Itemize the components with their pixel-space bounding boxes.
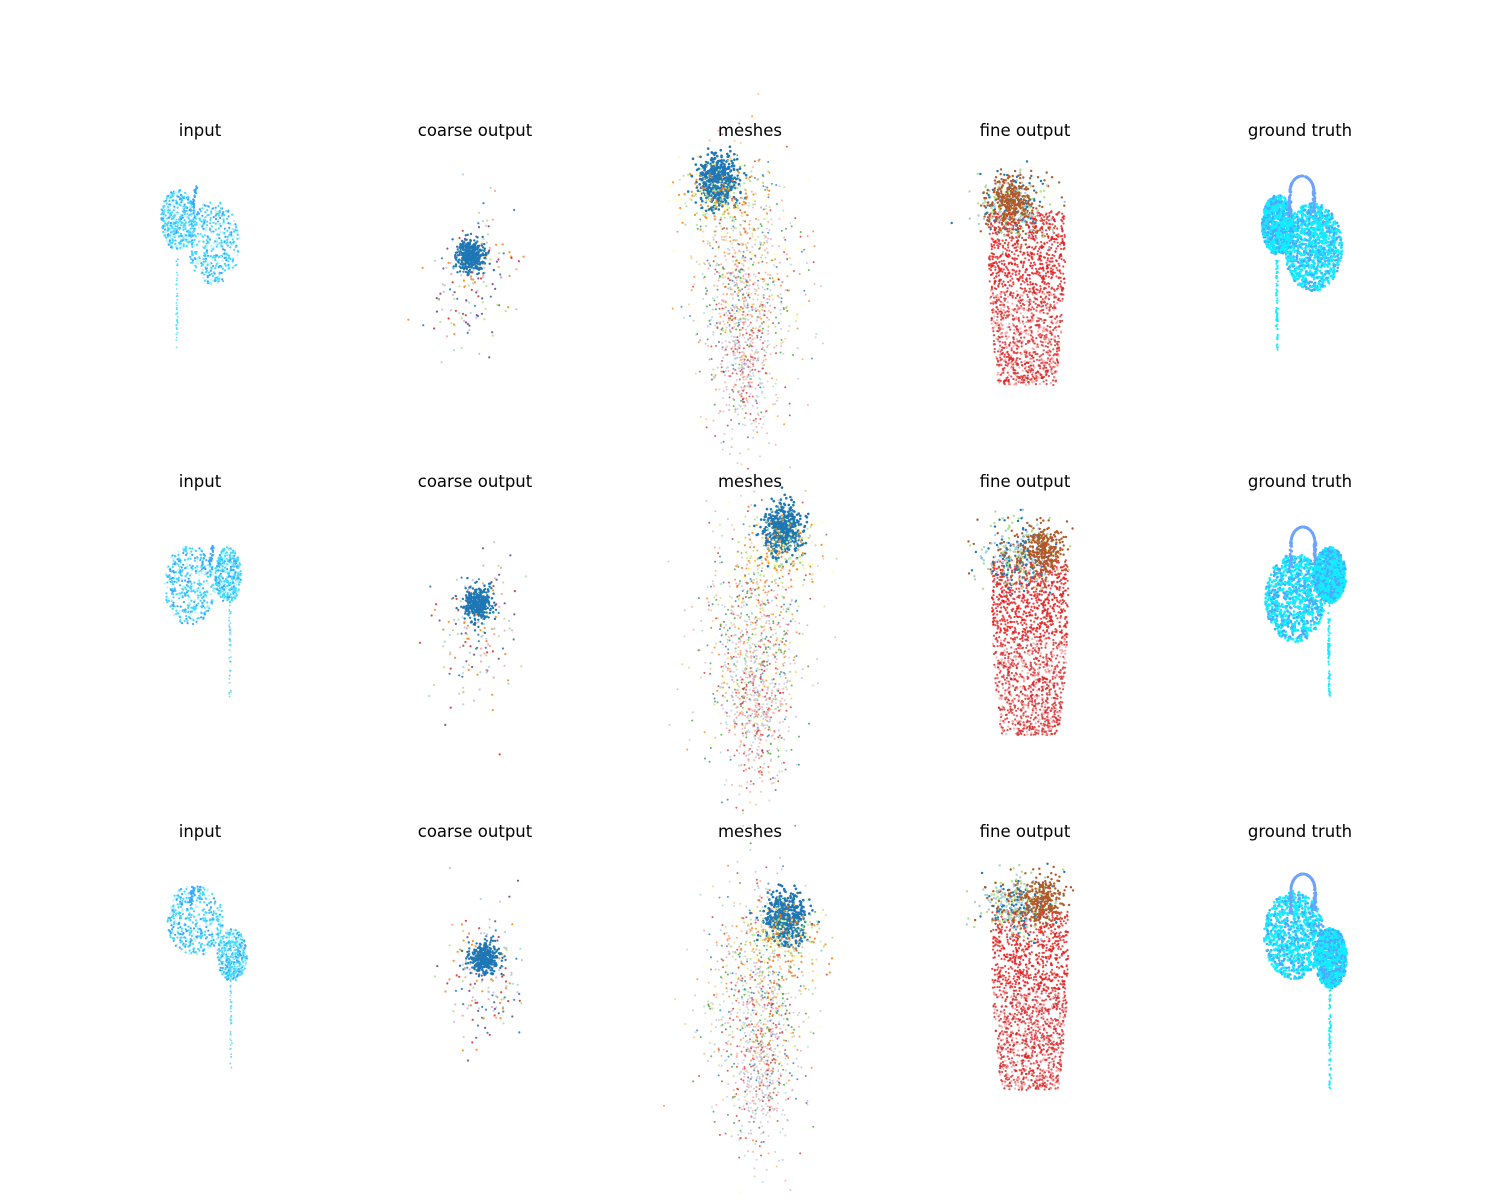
panel-title-input: input — [100, 822, 300, 841]
input-point-cloud — [163, 544, 242, 698]
ground-truth-point-cloud — [1262, 872, 1348, 1090]
panel-title-coarse-output: coarse output — [375, 472, 575, 491]
coarse-output-point-cloud — [418, 541, 527, 756]
coarse-output-point-cloud — [433, 866, 524, 1062]
fine-output-point-cloud — [965, 862, 1075, 1091]
meshes-point-cloud — [668, 93, 824, 470]
panel-title-ground-truth: ground truth — [1200, 472, 1400, 491]
fine-output-point-cloud — [967, 508, 1074, 737]
panel-title-input: input — [100, 121, 300, 140]
panel-title-fine-output: fine output — [925, 822, 1125, 841]
meshes-point-cloud — [667, 453, 838, 833]
panel-title-meshes: meshes — [650, 472, 850, 491]
fine-output-point-cloud — [950, 160, 1067, 387]
panel-title-meshes: meshes — [650, 121, 850, 140]
meshes-point-cloud — [663, 790, 834, 1194]
panel-title-ground-truth: ground truth — [1200, 822, 1400, 841]
panel-title-coarse-output: coarse output — [375, 822, 575, 841]
panel-title-fine-output: fine output — [925, 121, 1125, 140]
panel-title-coarse-output: coarse output — [375, 121, 575, 140]
panel-title-fine-output: fine output — [925, 472, 1125, 491]
ground-truth-point-cloud — [1264, 525, 1347, 697]
panel-title-meshes: meshes — [650, 822, 850, 841]
coarse-output-point-cloud — [407, 173, 525, 364]
ground-truth-point-cloud — [1260, 174, 1344, 351]
input-point-cloud — [160, 185, 241, 349]
panel-title-input: input — [100, 472, 300, 491]
panel-title-ground-truth: ground truth — [1200, 121, 1400, 140]
input-point-cloud — [166, 885, 248, 1069]
